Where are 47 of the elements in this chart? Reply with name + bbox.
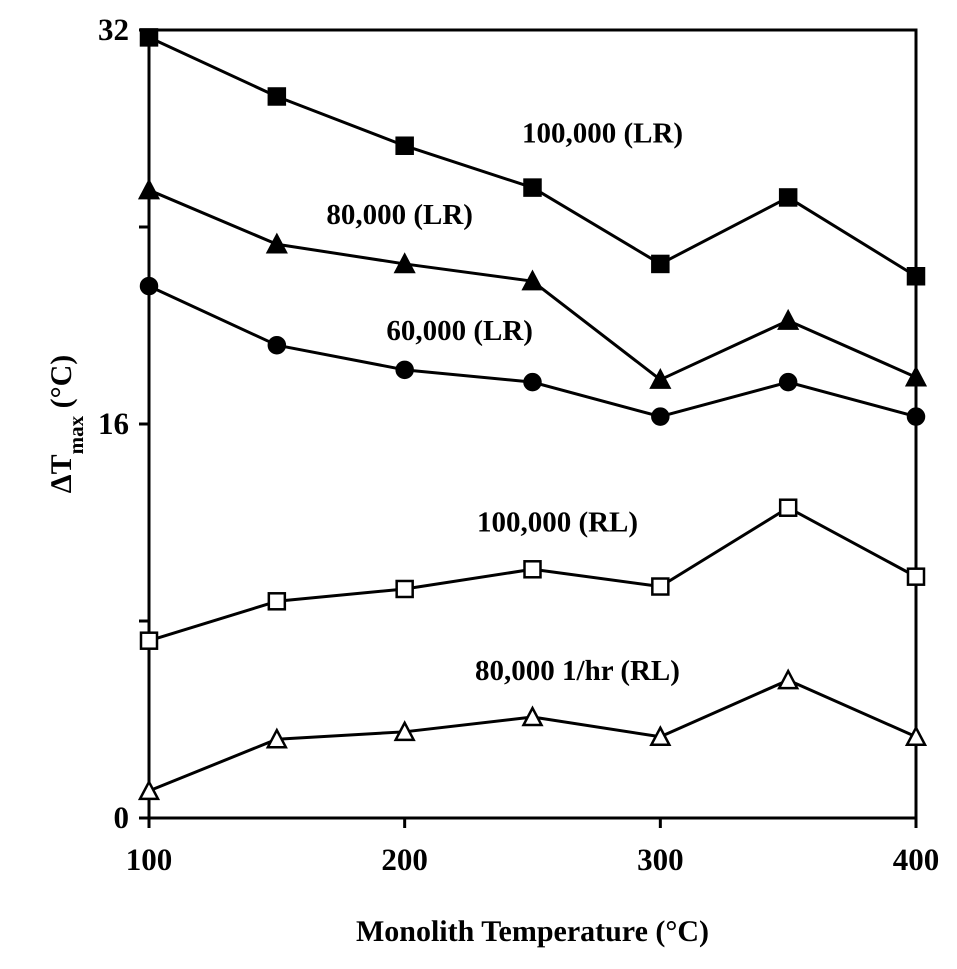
- point: [523, 560, 542, 579]
- point: [906, 366, 926, 386]
- point: [140, 276, 158, 296]
- y-tick-label: 0: [114, 800, 129, 835]
- series-label: 80,000 1/hr (RL): [475, 655, 680, 688]
- point: [523, 178, 542, 197]
- point: [906, 267, 926, 286]
- x-tick-label: 200: [381, 842, 428, 878]
- point: [778, 310, 798, 330]
- point: [651, 254, 670, 274]
- point: [523, 372, 542, 392]
- point: [395, 580, 414, 598]
- point: [266, 234, 288, 254]
- point: [906, 567, 926, 586]
- point: [778, 498, 798, 517]
- series-label: 60,000 (LR): [386, 314, 533, 347]
- point: [650, 726, 671, 746]
- x-tick-label: 300: [637, 842, 684, 878]
- point: [395, 360, 414, 380]
- point: [268, 87, 286, 106]
- point: [394, 722, 415, 742]
- point: [138, 780, 160, 800]
- point: [778, 188, 798, 207]
- series-label: 80,000 (LR): [326, 198, 473, 231]
- point: [522, 270, 543, 290]
- point: [266, 728, 288, 748]
- x-tick-label: 400: [892, 842, 940, 878]
- x-axis-title: Monolith Temperature (°C): [356, 915, 710, 948]
- point: [268, 336, 286, 354]
- point: [778, 670, 798, 690]
- point: [394, 254, 415, 274]
- point: [906, 407, 926, 426]
- point: [651, 407, 670, 426]
- point: [906, 726, 926, 746]
- point: [651, 577, 670, 596]
- point: [395, 136, 414, 155]
- x-tick-label: 100: [126, 842, 172, 878]
- series-label: 100,000 (LR): [522, 118, 684, 150]
- y-tick-label: 16: [98, 406, 129, 441]
- point: [268, 592, 286, 611]
- point: [522, 706, 543, 726]
- y-tick-label: 32: [98, 12, 129, 47]
- point: [650, 369, 671, 389]
- series-label: 100,000 (RL): [476, 506, 638, 538]
- point: [778, 372, 798, 392]
- point: [140, 631, 158, 650]
- point: [138, 180, 160, 200]
